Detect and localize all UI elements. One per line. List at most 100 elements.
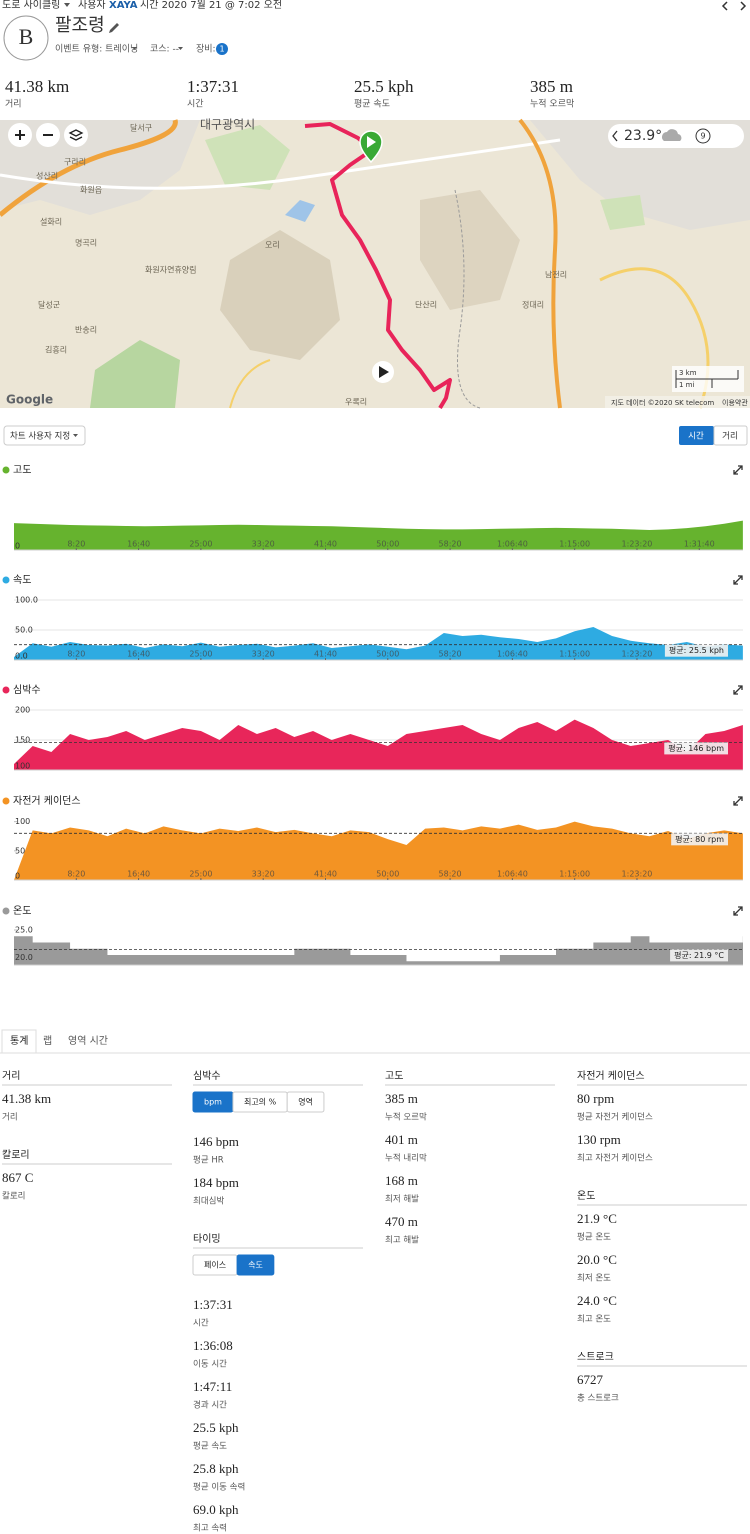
stat-value: 1:47:11: [193, 1379, 232, 1394]
stat-label: 평균 HR: [193, 1155, 224, 1166]
x-tick-label: 41:40: [314, 540, 337, 549]
x-tick-label: 1:15:00: [559, 540, 590, 549]
layers[interactable]: [64, 123, 88, 147]
stat-value: 1:37:31: [193, 1297, 233, 1312]
y-tick-label: 200: [15, 706, 30, 715]
weather-arrow: [612, 130, 618, 142]
summary-value: 385 m: [530, 77, 573, 96]
next-arrow[interactable]: [740, 1, 747, 11]
time-toggle[interactable]: [679, 426, 714, 445]
x-tick-label: 1:06:40: [497, 650, 528, 659]
expand-icon[interactable]: [733, 575, 743, 585]
stat-value: 25.5 kph: [193, 1420, 239, 1435]
prev-arrow[interactable]: [721, 1, 728, 11]
x-tick-label: 1:06:40: [497, 870, 528, 879]
map-label: 김흥리: [45, 345, 67, 355]
x-tick-label: 58:20: [439, 650, 462, 659]
activity-type[interactable]: 도로 사이클링: [2, 0, 60, 11]
stat-value: 20.0 °C: [577, 1252, 617, 1267]
chart-legend-dot: [2, 576, 10, 584]
y-tick-label: 50.0: [15, 626, 33, 635]
x-tick-label: 33:20: [252, 540, 275, 549]
stat-value: 867 C: [2, 1170, 33, 1185]
stat-label: 칼로리: [2, 1192, 25, 1202]
edit-icon[interactable]: [109, 23, 119, 33]
dropdown-icon: [132, 47, 137, 50]
x-tick-label: 16:40: [127, 650, 150, 659]
tab[interactable]: 통계: [10, 1035, 28, 1047]
area: [14, 936, 743, 965]
map-label: 명곡리: [75, 238, 97, 248]
summary-value: 41.38 km: [5, 77, 69, 96]
chart-legend-dot: [2, 466, 10, 474]
stat-value: 69.0 kph: [193, 1502, 239, 1517]
y-tick-label: 0: [15, 872, 20, 881]
highway: [0, 119, 178, 217]
map-label: 달성군: [38, 301, 60, 310]
water: [285, 200, 315, 222]
stat-label: 최저 온도: [577, 1273, 611, 1284]
chart-legend-dot: [2, 907, 10, 915]
park: [205, 125, 290, 190]
average-label-bg: [671, 833, 728, 846]
start-marker[interactable]: [359, 130, 383, 164]
tab[interactable]: 영역 시간: [68, 1035, 108, 1047]
map[interactable]: 23.9° 9 Google 지도 데이터 ©2020 SK telecom 이…: [0, 118, 750, 410]
x-tick-label: 25:00: [189, 650, 212, 659]
toggle-button[interactable]: [236, 1254, 275, 1276]
stat-label: 최대심박: [193, 1196, 224, 1207]
stat-value: 24.0 °C: [577, 1293, 617, 1308]
expand-icon[interactable]: [733, 796, 743, 806]
toggle-label: 페이스: [204, 1260, 226, 1270]
stat-label: 평균 이동 속력: [193, 1482, 245, 1493]
map-label: 대구광역시: [200, 118, 255, 132]
summary-value: 25.5 kph: [354, 77, 414, 96]
expand-icon[interactable]: [733, 906, 743, 916]
x-tick-label: 8:20: [67, 650, 85, 659]
summary-label: 거리: [5, 99, 22, 110]
activity-title: 팔조령: [55, 15, 105, 36]
customize-button[interactable]: [3, 425, 86, 446]
toggle-label: 속도: [248, 1261, 263, 1270]
customize-label: 차트 사용자 지정: [10, 431, 70, 442]
x-tick-label: 33:20: [252, 870, 275, 879]
summary-label: 누적 오르막: [530, 98, 574, 110]
stat-label: 평균 온도: [577, 1232, 611, 1243]
x-tick-label: 50:00: [376, 870, 399, 879]
dropdown-icon: [73, 434, 78, 437]
event-type[interactable]: 이벤트 유형: 트레이닝: [55, 44, 138, 55]
average-label: 평균: 25.5 kph: [669, 645, 724, 655]
gear[interactable]: 장비:: [196, 44, 216, 55]
toggle-label: 최고의 %: [244, 1097, 277, 1107]
average-label-bg: [664, 742, 728, 755]
terms[interactable]: 이용약관: [722, 398, 748, 407]
start-marker-icon: [367, 136, 376, 148]
area: [14, 821, 743, 880]
stat-value: 385 m: [385, 1091, 418, 1106]
chart-legend-dot: [2, 797, 10, 805]
tab[interactable]: 랩: [43, 1035, 52, 1047]
zoom-in-icon: [15, 130, 25, 140]
x-tick-label: 1:23:20: [622, 540, 653, 549]
activity-time: 시간 2020 7월 21 @ 7:02 오전: [140, 0, 282, 11]
distance-toggle[interactable]: [713, 425, 748, 446]
avatar-letter: B: [19, 24, 34, 49]
map-label: 달서구: [130, 124, 152, 133]
y-tick-label: 25.0: [15, 926, 33, 935]
expand-icon[interactable]: [733, 465, 743, 475]
section-title: 심박수: [193, 1070, 221, 1082]
section-title: 스트로크: [577, 1351, 614, 1363]
average-label-bg: [670, 949, 728, 962]
user-name[interactable]: XAYA: [109, 0, 138, 11]
road: [229, 359, 271, 409]
stat-label: 거리: [2, 1113, 18, 1123]
toggle-button[interactable]: [286, 1091, 325, 1113]
y-tick-label: 20.0: [15, 953, 33, 962]
stat-value: 168 m: [385, 1173, 418, 1188]
highway: [518, 118, 562, 409]
course[interactable]: 코스: --: [150, 44, 179, 55]
expand-icon[interactable]: [733, 685, 743, 695]
dropdown-icon[interactable]: [64, 3, 70, 7]
summary-value: 1:37:31: [187, 77, 239, 96]
